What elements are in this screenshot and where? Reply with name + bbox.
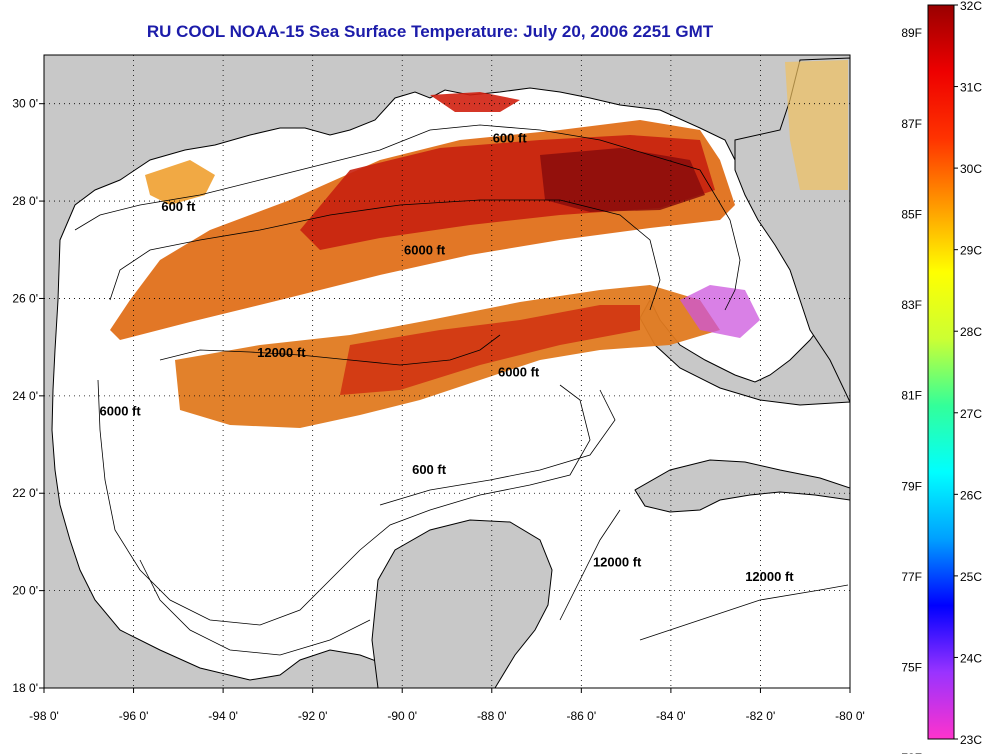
- colorbar-celsius-labels: 32C 31C 30C 29C 28C 27C 26C 25C 24C 23C: [954, 0, 982, 747]
- colorbar-f-label: 75F: [901, 661, 922, 675]
- colorbar-c-label: 23C: [960, 733, 982, 747]
- lon-tick-label: -82 0': [746, 709, 776, 723]
- colorbar-c-label: 32C: [960, 0, 982, 13]
- lat-tick-label: 28 0': [12, 194, 38, 208]
- sst-swath-south-hot: [340, 305, 640, 395]
- sst-louisiana-coast: [430, 92, 520, 112]
- contour-label: 12000 ft: [593, 554, 642, 569]
- colorbar-f-label: 83F: [901, 298, 922, 312]
- colorbar-c-label: 26C: [960, 488, 982, 502]
- lon-tick-label: -86 0': [567, 709, 597, 723]
- contour-label: 6000 ft: [404, 243, 446, 258]
- lat-tick-label: 30 0': [12, 97, 38, 111]
- map-content: 600 ft 600 ft 6000 ft 12000 ft 6000 ft 6000 f…: [44, 55, 850, 688]
- colorbar-c-label: 28C: [960, 325, 982, 339]
- contour-6000ft: [97, 199, 661, 626]
- contour-label: 6000 ft: [498, 364, 540, 379]
- lon-tick-label: -90 0': [387, 709, 417, 723]
- colorbar-f-label: 89F: [901, 26, 922, 40]
- lon-tick-label: -80 0': [835, 709, 865, 723]
- colorbar-f-label: 81F: [901, 389, 922, 403]
- contour-600ft: [74, 124, 741, 656]
- colorbar-f-label: 79F: [901, 479, 922, 493]
- contour-label: 12000 ft: [745, 569, 794, 584]
- lat-tick-label: 20 0': [12, 584, 38, 598]
- contour-label-group: 600 ft 600 ft 6000 ft 12000 ft 6000 ft 6000 f…: [100, 131, 795, 584]
- latitude-axis: 30 0' 28 0' 26 0' 24 0' 22 0' 20 0' 18 0': [12, 97, 44, 695]
- lon-tick-label: -92 0': [298, 709, 328, 723]
- map-title: RU COOL NOAA-15 Sea Surface Temperature:…: [146, 22, 714, 41]
- contour-label: 6000 ft: [100, 403, 142, 418]
- colorbar-c-label: 31C: [960, 81, 982, 95]
- contour-label: 600 ft: [161, 199, 196, 214]
- colorbar-c-label: 29C: [960, 244, 982, 258]
- colorbar-c-label: 27C: [960, 407, 982, 421]
- colorbar-f-label: 73F: [901, 751, 922, 754]
- contour-label: 600 ft: [412, 462, 447, 477]
- colorbar-fahrenheit-labels: 89F 87F 85F 83F 81F 79F 77F 75F 73F: [901, 26, 922, 754]
- lon-tick-label: -98 0': [29, 709, 59, 723]
- lat-tick-label: 22 0': [12, 486, 38, 500]
- colorbar-c-label: 25C: [960, 570, 982, 584]
- lon-tick-label: -84 0': [656, 709, 686, 723]
- cuba-land: [634, 459, 850, 513]
- grid-lines: [44, 55, 850, 688]
- bathymetry-contours: [74, 124, 849, 656]
- yucatan-land: [371, 519, 553, 688]
- colorbar: [927, 4, 955, 740]
- contour-label: 600 ft: [493, 131, 528, 146]
- lon-tick-label: -88 0': [477, 709, 507, 723]
- colorbar-f-label: 77F: [901, 570, 922, 584]
- lat-tick-label: 24 0': [12, 389, 38, 403]
- colorbar-f-label: 87F: [901, 117, 922, 131]
- sst-florida-coast: [785, 60, 848, 190]
- contour-12000ft: [159, 334, 849, 641]
- colorbar-c-label: 24C: [960, 651, 982, 665]
- lat-tick-label: 18 0': [12, 681, 38, 695]
- lon-tick-label: -96 0': [119, 709, 149, 723]
- longitude-axis: -98 0' -96 0' -94 0' -92 0' -90 0' -88 0' -86 …: [29, 688, 865, 723]
- contour-label: 12000 ft: [257, 345, 306, 360]
- lon-tick-label: -94 0': [208, 709, 238, 723]
- sst-west-patch: [145, 160, 215, 205]
- colorbar-c-label: 30C: [960, 162, 982, 176]
- colorbar-f-label: 85F: [901, 207, 922, 221]
- lat-tick-label: 26 0': [12, 291, 38, 305]
